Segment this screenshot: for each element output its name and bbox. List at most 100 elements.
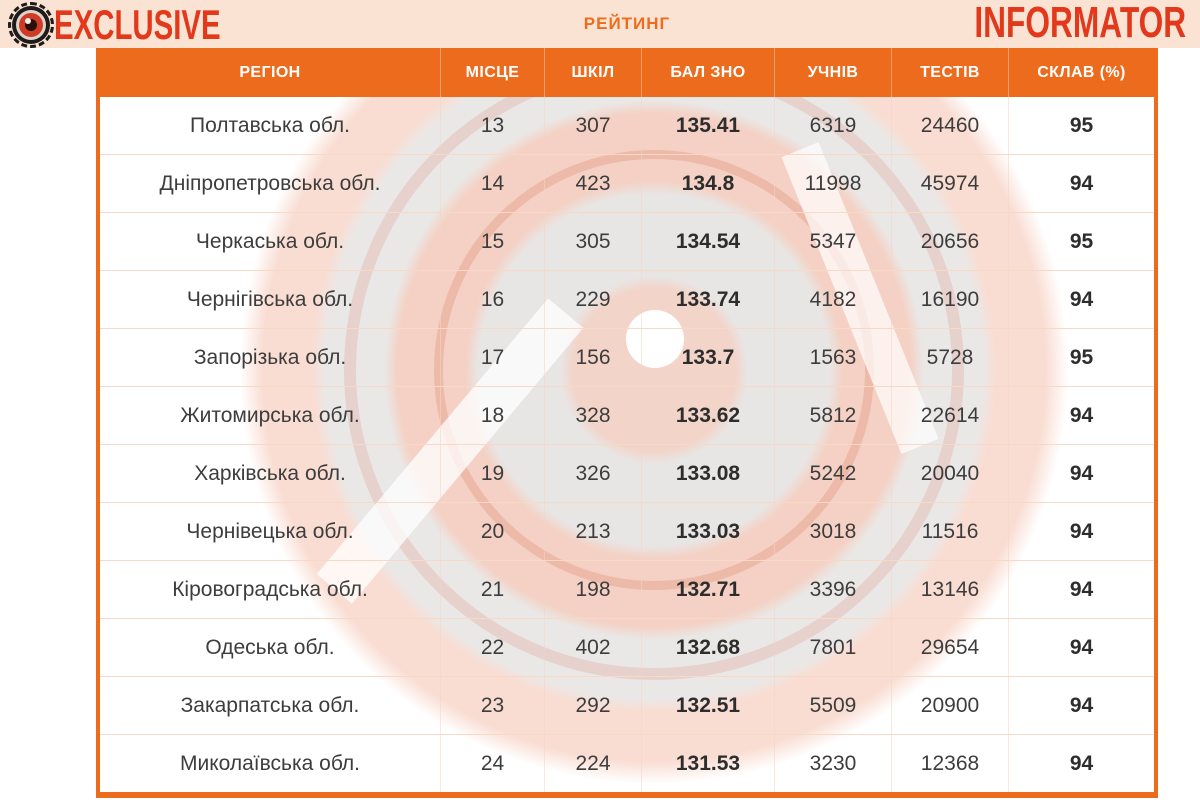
- cell-tests: 13146: [891, 561, 1008, 618]
- cell-region: Миколаївська обл.: [179, 752, 360, 775]
- exclusive-logo-text: EXCLUSIVE: [54, 1, 221, 48]
- table-row: Кіровоградська обл. 21 198 132.71 3396 1…: [100, 561, 1154, 619]
- cell-schools: 224: [544, 735, 641, 792]
- cell-passed: 94: [1008, 561, 1154, 618]
- cell-score: 133.62: [641, 387, 774, 444]
- cell-passed: 94: [1008, 735, 1154, 792]
- cell-region: Дніпропетровська обл.: [159, 172, 381, 195]
- cell-place: 21: [440, 561, 544, 618]
- exclusive-eye-icon: [8, 2, 54, 48]
- cell-schools: 326: [544, 445, 641, 502]
- cell-place: 14: [440, 155, 544, 212]
- top-banner: EXCLUSIVE РЕЙТИНГ INFORMATOR: [0, 0, 1200, 48]
- page-title: РЕЙТИНГ: [583, 14, 671, 33]
- cell-region: Запорізька обл.: [193, 346, 347, 369]
- cell-passed: 94: [1008, 677, 1154, 734]
- cell-schools: 402: [544, 619, 641, 676]
- cell-passed: 95: [1008, 213, 1154, 270]
- cell-students: 1563: [774, 329, 891, 386]
- cell-passed: 95: [1008, 329, 1154, 386]
- cell-score: 133.7: [641, 329, 774, 386]
- cell-passed: 94: [1008, 619, 1154, 676]
- cell-tests: 20900: [891, 677, 1008, 734]
- cell-passed: 94: [1008, 155, 1154, 212]
- column-header: СКЛАВ (%): [1008, 48, 1154, 97]
- cell-schools: 229: [544, 271, 641, 328]
- table-row: Чернігівська обл. 16 229 133.74 4182 161…: [100, 271, 1154, 329]
- table-row: Запорізька обл. 17 156 133.7 1563 5728 9…: [100, 329, 1154, 387]
- cell-schools: 307: [544, 97, 641, 154]
- cell-students: 3396: [774, 561, 891, 618]
- cell-score: 134.8: [641, 155, 774, 212]
- table-row: Закарпатська обл. 23 292 132.51 5509 209…: [100, 677, 1154, 735]
- table-row: Миколаївська обл. 24 224 131.53 3230 123…: [100, 735, 1154, 792]
- cell-students: 7801: [774, 619, 891, 676]
- table-row: Чернівецька обл. 20 213 133.03 3018 1151…: [100, 503, 1154, 561]
- cell-tests: 22614: [891, 387, 1008, 444]
- cell-region: Чернігівська обл.: [186, 288, 354, 311]
- cell-passed: 94: [1008, 445, 1154, 502]
- cell-tests: 45974: [891, 155, 1008, 212]
- cell-score: 133.08: [641, 445, 774, 502]
- cell-score: 133.74: [641, 271, 774, 328]
- cell-tests: 29654: [891, 619, 1008, 676]
- cell-place: 18: [440, 387, 544, 444]
- cell-students: 3230: [774, 735, 891, 792]
- column-header: ТЕСТІВ: [891, 48, 1008, 97]
- cell-students: 5347: [774, 213, 891, 270]
- cell-passed: 94: [1008, 503, 1154, 560]
- cell-region: Закарпатська обл.: [180, 694, 360, 717]
- cell-schools: 305: [544, 213, 641, 270]
- cell-region: Кіровоградська обл.: [172, 578, 368, 601]
- cell-tests: 24460: [891, 97, 1008, 154]
- cell-region: Полтавська обл.: [189, 114, 350, 137]
- cell-tests: 16190: [891, 271, 1008, 328]
- cell-schools: 156: [544, 329, 641, 386]
- cell-place: 23: [440, 677, 544, 734]
- cell-place: 24: [440, 735, 544, 792]
- column-header: ШКІЛ: [544, 48, 641, 97]
- cell-region: Харківська обл.: [194, 462, 346, 485]
- column-header: УЧНІВ: [774, 48, 891, 97]
- cell-tests: 20656: [891, 213, 1008, 270]
- informator-logo-text: INFORMATOR: [974, 0, 1186, 47]
- cell-score: 134.54: [641, 213, 774, 270]
- cell-schools: 213: [544, 503, 641, 560]
- cell-students: 3018: [774, 503, 891, 560]
- table-row: Полтавська обл. 13 307 135.41 6319 24460…: [100, 97, 1154, 155]
- cell-students: 4182: [774, 271, 891, 328]
- eye-lashes-decor: [8, 2, 54, 48]
- cell-schools: 292: [544, 677, 641, 734]
- cell-students: 5509: [774, 677, 891, 734]
- cell-region: Чернівецька обл.: [186, 520, 354, 543]
- cell-score: 131.53: [641, 735, 774, 792]
- cell-students: 11998: [774, 155, 891, 212]
- cell-tests: 12368: [891, 735, 1008, 792]
- cell-passed: 95: [1008, 97, 1154, 154]
- column-header: БАЛ ЗНО: [641, 48, 774, 97]
- cell-score: 132.51: [641, 677, 774, 734]
- cell-place: 22: [440, 619, 544, 676]
- column-header: МІСЦЕ: [440, 48, 544, 97]
- eye-glint-decor: [25, 18, 31, 24]
- cell-place: 15: [440, 213, 544, 270]
- cell-tests: 11516: [891, 503, 1008, 560]
- cell-tests: 5728: [891, 329, 1008, 386]
- table-row: Одеська обл. 22 402 132.68 7801 29654 94: [100, 619, 1154, 677]
- cell-score: 132.68: [641, 619, 774, 676]
- table-body: Полтавська обл. 13 307 135.41 6319 24460…: [100, 97, 1154, 792]
- cell-region: Черкаська обл.: [195, 230, 345, 253]
- table-row: Черкаська обл. 15 305 134.54 5347 20656 …: [100, 213, 1154, 271]
- exclusive-logo: EXCLUSIVE: [8, 1, 292, 48]
- cell-place: 19: [440, 445, 544, 502]
- cell-region: Одеська обл.: [205, 636, 335, 659]
- cell-students: 6319: [774, 97, 891, 154]
- cell-place: 13: [440, 97, 544, 154]
- cell-schools: 328: [544, 387, 641, 444]
- cell-schools: 423: [544, 155, 641, 212]
- cell-students: 5242: [774, 445, 891, 502]
- cell-score: 135.41: [641, 97, 774, 154]
- table-header-row: РЕГІОН МІСЦЕ ШКІЛ БАЛ ЗНО УЧНІВ ТЕСТІВ СКЛАВ (…: [100, 48, 1154, 97]
- column-header: РЕГІОН: [239, 64, 301, 81]
- cell-score: 132.71: [641, 561, 774, 618]
